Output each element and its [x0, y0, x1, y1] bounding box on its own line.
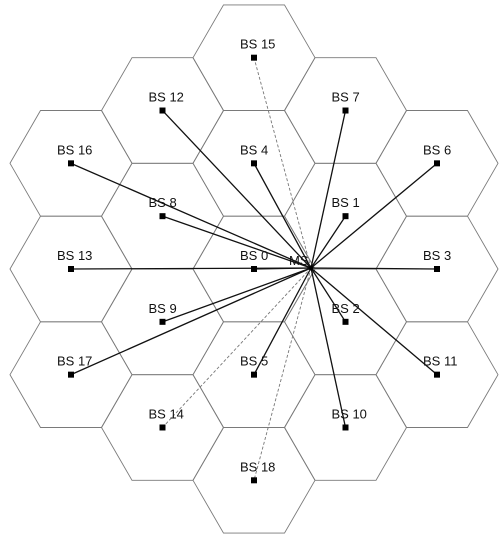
bs-label: BS 4: [240, 142, 268, 157]
bs-label: BS 7: [332, 90, 360, 105]
station-bs-4: BS 4: [240, 142, 268, 167]
station-bs-0: BS 0: [240, 248, 268, 272]
ms-point: [308, 265, 314, 271]
station-bs-9: BS 9: [149, 301, 177, 325]
bs-label: BS 0: [240, 248, 268, 263]
station-bs-7: BS 7: [332, 90, 360, 114]
link-bs-12: [162, 110, 312, 269]
hexagonal-cells: [9, 4, 499, 534]
bs-label: BS 16: [57, 142, 92, 157]
bs-marker: [251, 54, 257, 61]
bs-label: BS 17: [57, 354, 92, 369]
link-bs-17: [70, 267, 312, 376]
station-bs-3: BS 3: [423, 248, 451, 272]
bs-marker: [251, 371, 257, 378]
link-bs-3: [310, 267, 438, 270]
station-bs-15: BS 15: [240, 37, 275, 61]
bs-marker: [251, 266, 257, 272]
link-bs-13: [70, 267, 312, 270]
bs-label: BS 8: [149, 195, 177, 210]
bs-label: BS 6: [423, 142, 451, 157]
link-bs-16: [70, 162, 312, 269]
station-bs-14: BS 14: [149, 406, 184, 431]
link-bs-8: [162, 215, 312, 269]
bs-label: BS 2: [332, 301, 360, 316]
cell-bs-17: [9, 321, 133, 428]
station-bs-5: BS 5: [240, 354, 268, 378]
cell-bs-16: [9, 110, 133, 217]
bs-marker: [434, 371, 440, 378]
link-bs-11: [310, 267, 438, 376]
bs-marker: [68, 371, 74, 378]
station-bs-12: BS 12: [149, 90, 184, 114]
base-stations: BS 0 BS 1 BS 2 BS 3 BS 4 BS 5 BS 6 BS 7 BS 8 BS 9…: [57, 37, 457, 484]
bs-label: BS 9: [149, 301, 177, 316]
mobile-station: MS: [289, 253, 314, 271]
bs-label: BS 11: [423, 354, 457, 369]
station-bs-8: BS 8: [149, 195, 177, 220]
link-bs-2: [310, 267, 347, 323]
bs-label: BS 15: [240, 37, 275, 52]
link-bs-7: [310, 110, 347, 269]
bs-label: BS 12: [149, 90, 184, 105]
bs-label: BS 5: [240, 354, 268, 369]
link-bs-15: [253, 57, 312, 269]
bs-marker: [342, 424, 349, 431]
bs-marker: [159, 318, 166, 325]
bs-label: BS 10: [332, 406, 367, 421]
station-bs-16: BS 16: [57, 142, 92, 167]
bs-label: BS 3: [423, 248, 451, 263]
cell-bs-15: [192, 4, 316, 111]
bs-marker: [342, 318, 349, 325]
link-bs-10: [310, 267, 347, 428]
ms-bs-links: [70, 57, 438, 481]
bs-marker: [68, 160, 74, 167]
bs-marker: [251, 477, 257, 484]
bs-marker: [68, 266, 74, 272]
station-bs-13: BS 13: [57, 248, 92, 272]
link-bs-6: [310, 162, 438, 269]
station-bs-17: BS 17: [57, 354, 92, 378]
link-bs-14: [162, 267, 312, 428]
station-bs-18: BS 18: [240, 459, 275, 484]
bs-label: BS 1: [332, 195, 360, 210]
bs-marker: [159, 424, 166, 431]
cell-bs-18: [192, 427, 316, 534]
bs-label: BS 18: [240, 459, 275, 474]
bs-label: BS 13: [57, 248, 92, 263]
station-bs-10: BS 10: [332, 406, 367, 431]
bs-marker: [434, 160, 440, 167]
bs-marker: [434, 266, 440, 272]
bs-marker: [159, 107, 166, 114]
bs-marker: [342, 107, 349, 114]
bs-marker: [342, 213, 349, 220]
station-bs-1: BS 1: [332, 195, 360, 220]
bs-marker: [159, 213, 166, 220]
link-bs-9: [162, 267, 312, 323]
cell-bs-11: [375, 321, 499, 428]
link-bs-1: [310, 215, 347, 269]
station-bs-11: BS 11: [423, 354, 457, 378]
station-bs-2: BS 2: [332, 301, 360, 325]
link-bs-4: [253, 163, 312, 269]
ms-label: MS: [289, 253, 309, 268]
link-bs-18: [253, 267, 312, 481]
bs-marker: [251, 160, 257, 167]
bs-label: BS 14: [149, 406, 184, 421]
station-bs-6: BS 6: [423, 142, 451, 167]
link-bs-5: [253, 267, 312, 375]
